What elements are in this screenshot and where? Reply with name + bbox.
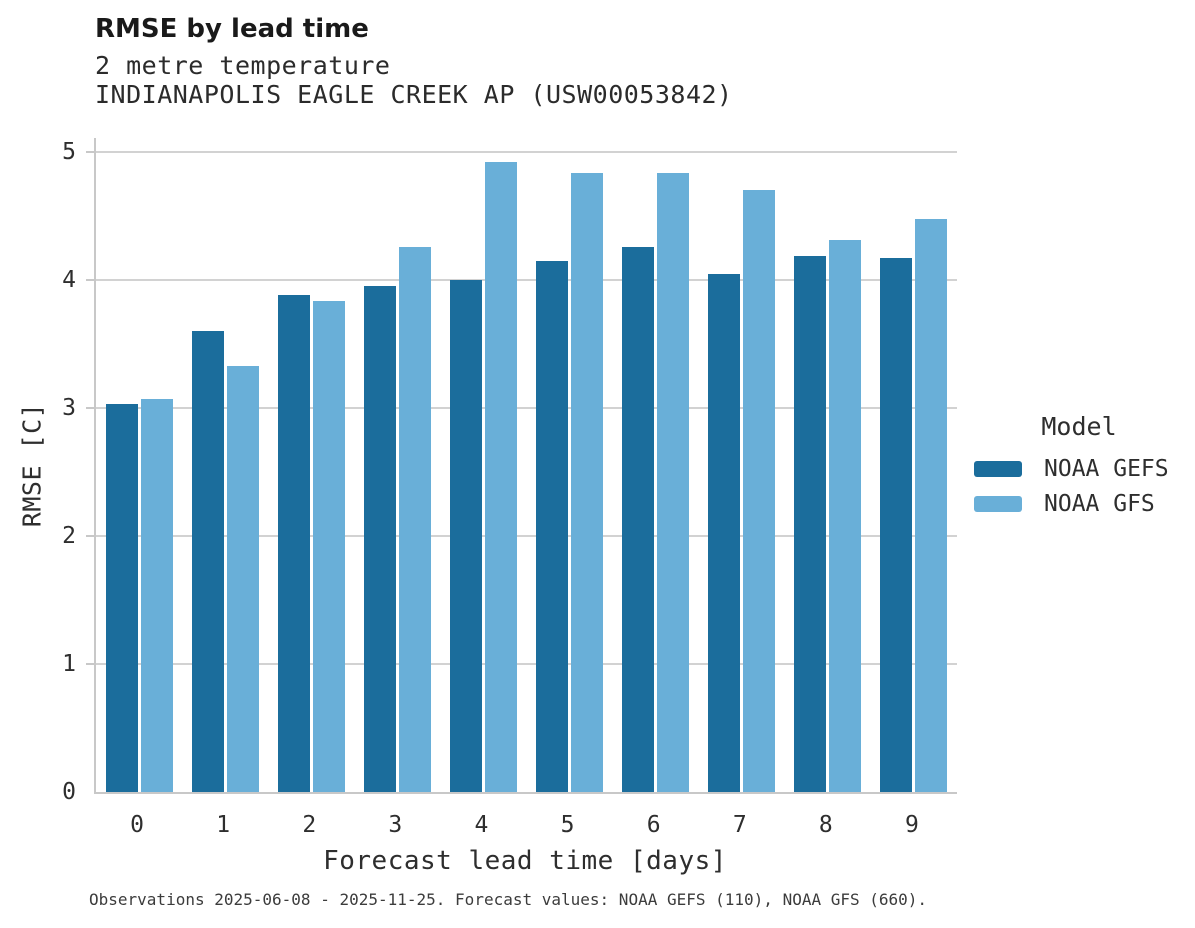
gridline-y4 [96, 279, 957, 282]
plot-area [86, 138, 957, 794]
bar-noaa-gefs-lead2 [277, 295, 310, 792]
y-tick-mark-2 [86, 535, 94, 538]
bar-noaa-gefs-lead4 [449, 280, 482, 792]
x-tick-label-2: 2 [302, 812, 317, 838]
y-tick-label-1: 1 [62, 651, 76, 678]
bar-noaa-gefs-lead8 [794, 255, 827, 792]
y-tick-label-3: 3 [62, 395, 76, 422]
bar-noaa-gfs-lead4 [484, 162, 517, 792]
x-tick-label-4: 4 [474, 812, 489, 838]
x-tick-label-7: 7 [732, 812, 747, 838]
gridline-y5 [96, 151, 957, 154]
bar-noaa-gefs-lead9 [880, 258, 913, 792]
bar-noaa-gfs-lead1 [226, 365, 259, 792]
legend-title: Model [1041, 412, 1117, 441]
bar-noaa-gefs-lead1 [191, 331, 224, 792]
legend-label-gfs: NOAA GFS [1044, 490, 1155, 517]
y-tick-mark-3 [86, 407, 94, 410]
bar-noaa-gefs-lead0 [105, 404, 138, 792]
bar-noaa-gfs-lead0 [140, 399, 173, 792]
legend: Model NOAA GEFS NOAA GFS [974, 412, 1184, 521]
bar-noaa-gfs-lead3 [398, 246, 431, 792]
x-tick-label-1: 1 [216, 812, 231, 838]
x-tick-label-6: 6 [646, 812, 661, 838]
footnote: Observations 2025-06-08 - 2025-11-25. Fo… [89, 890, 928, 909]
legend-swatch-gfs [974, 495, 1022, 512]
bar-noaa-gfs-lead8 [829, 240, 862, 792]
legend-label-gefs: NOAA GEFS [1044, 455, 1169, 482]
gridline-y3 [96, 407, 957, 410]
bar-noaa-gfs-lead5 [571, 172, 604, 792]
y-axis-title: RMSE [C] [17, 402, 47, 528]
x-axis-title: Forecast lead time [days] [323, 846, 727, 876]
bar-noaa-gfs-lead9 [915, 218, 948, 792]
gridline-y2 [96, 535, 957, 538]
x-tick-label-0: 0 [130, 812, 144, 838]
bar-noaa-gefs-lead7 [708, 273, 741, 792]
chart-title: RMSE by lead time [95, 14, 369, 44]
legend-entry-gfs: NOAA GFS [974, 486, 1184, 521]
chart-subtitle-variable: 2 metre temperature [95, 51, 391, 80]
y-tick-label-0: 0 [62, 779, 76, 805]
bar-noaa-gfs-lead7 [743, 190, 776, 792]
bar-noaa-gfs-lead2 [312, 300, 345, 792]
bar-noaa-gefs-lead3 [363, 286, 396, 792]
chart-subtitle-station: INDIANAPOLIS EAGLE CREEK AP (USW00053842… [95, 80, 733, 109]
bar-noaa-gfs-lead6 [657, 172, 690, 792]
x-tick-label-8: 8 [818, 812, 833, 838]
y-tick-mark-1 [86, 663, 94, 666]
y-tick-label-5: 5 [62, 139, 76, 166]
legend-swatch-gefs [974, 460, 1022, 477]
gridline-y1 [96, 663, 957, 666]
legend-entry-gefs: NOAA GEFS [974, 451, 1184, 486]
y-tick-label-2: 2 [62, 523, 76, 550]
bar-noaa-gefs-lead6 [622, 246, 655, 792]
y-tick-mark-4 [86, 279, 94, 282]
bar-noaa-gefs-lead5 [536, 260, 569, 792]
x-tick-label-3: 3 [388, 812, 403, 838]
x-tick-label-9: 9 [905, 812, 919, 838]
y-tick-mark-5 [86, 151, 94, 154]
y-tick-label-4: 4 [62, 267, 76, 294]
x-tick-label-5: 5 [560, 812, 575, 838]
